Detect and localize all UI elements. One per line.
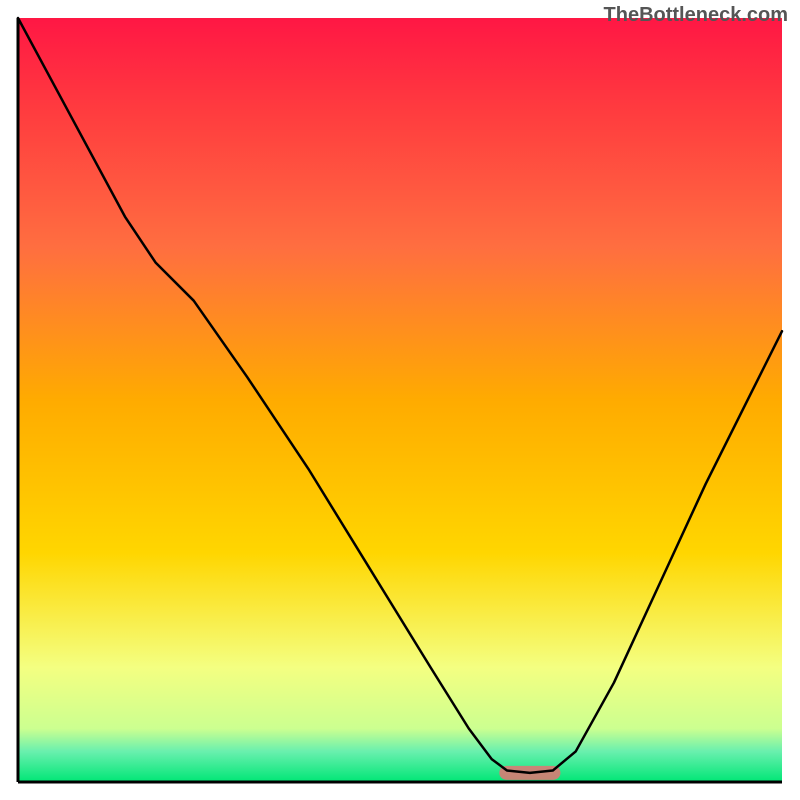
watermark-text: TheBottleneck.com: [604, 4, 788, 27]
bottleneck-chart: [10, 10, 790, 790]
chart-background: [18, 18, 782, 782]
chart-svg: [10, 10, 790, 790]
